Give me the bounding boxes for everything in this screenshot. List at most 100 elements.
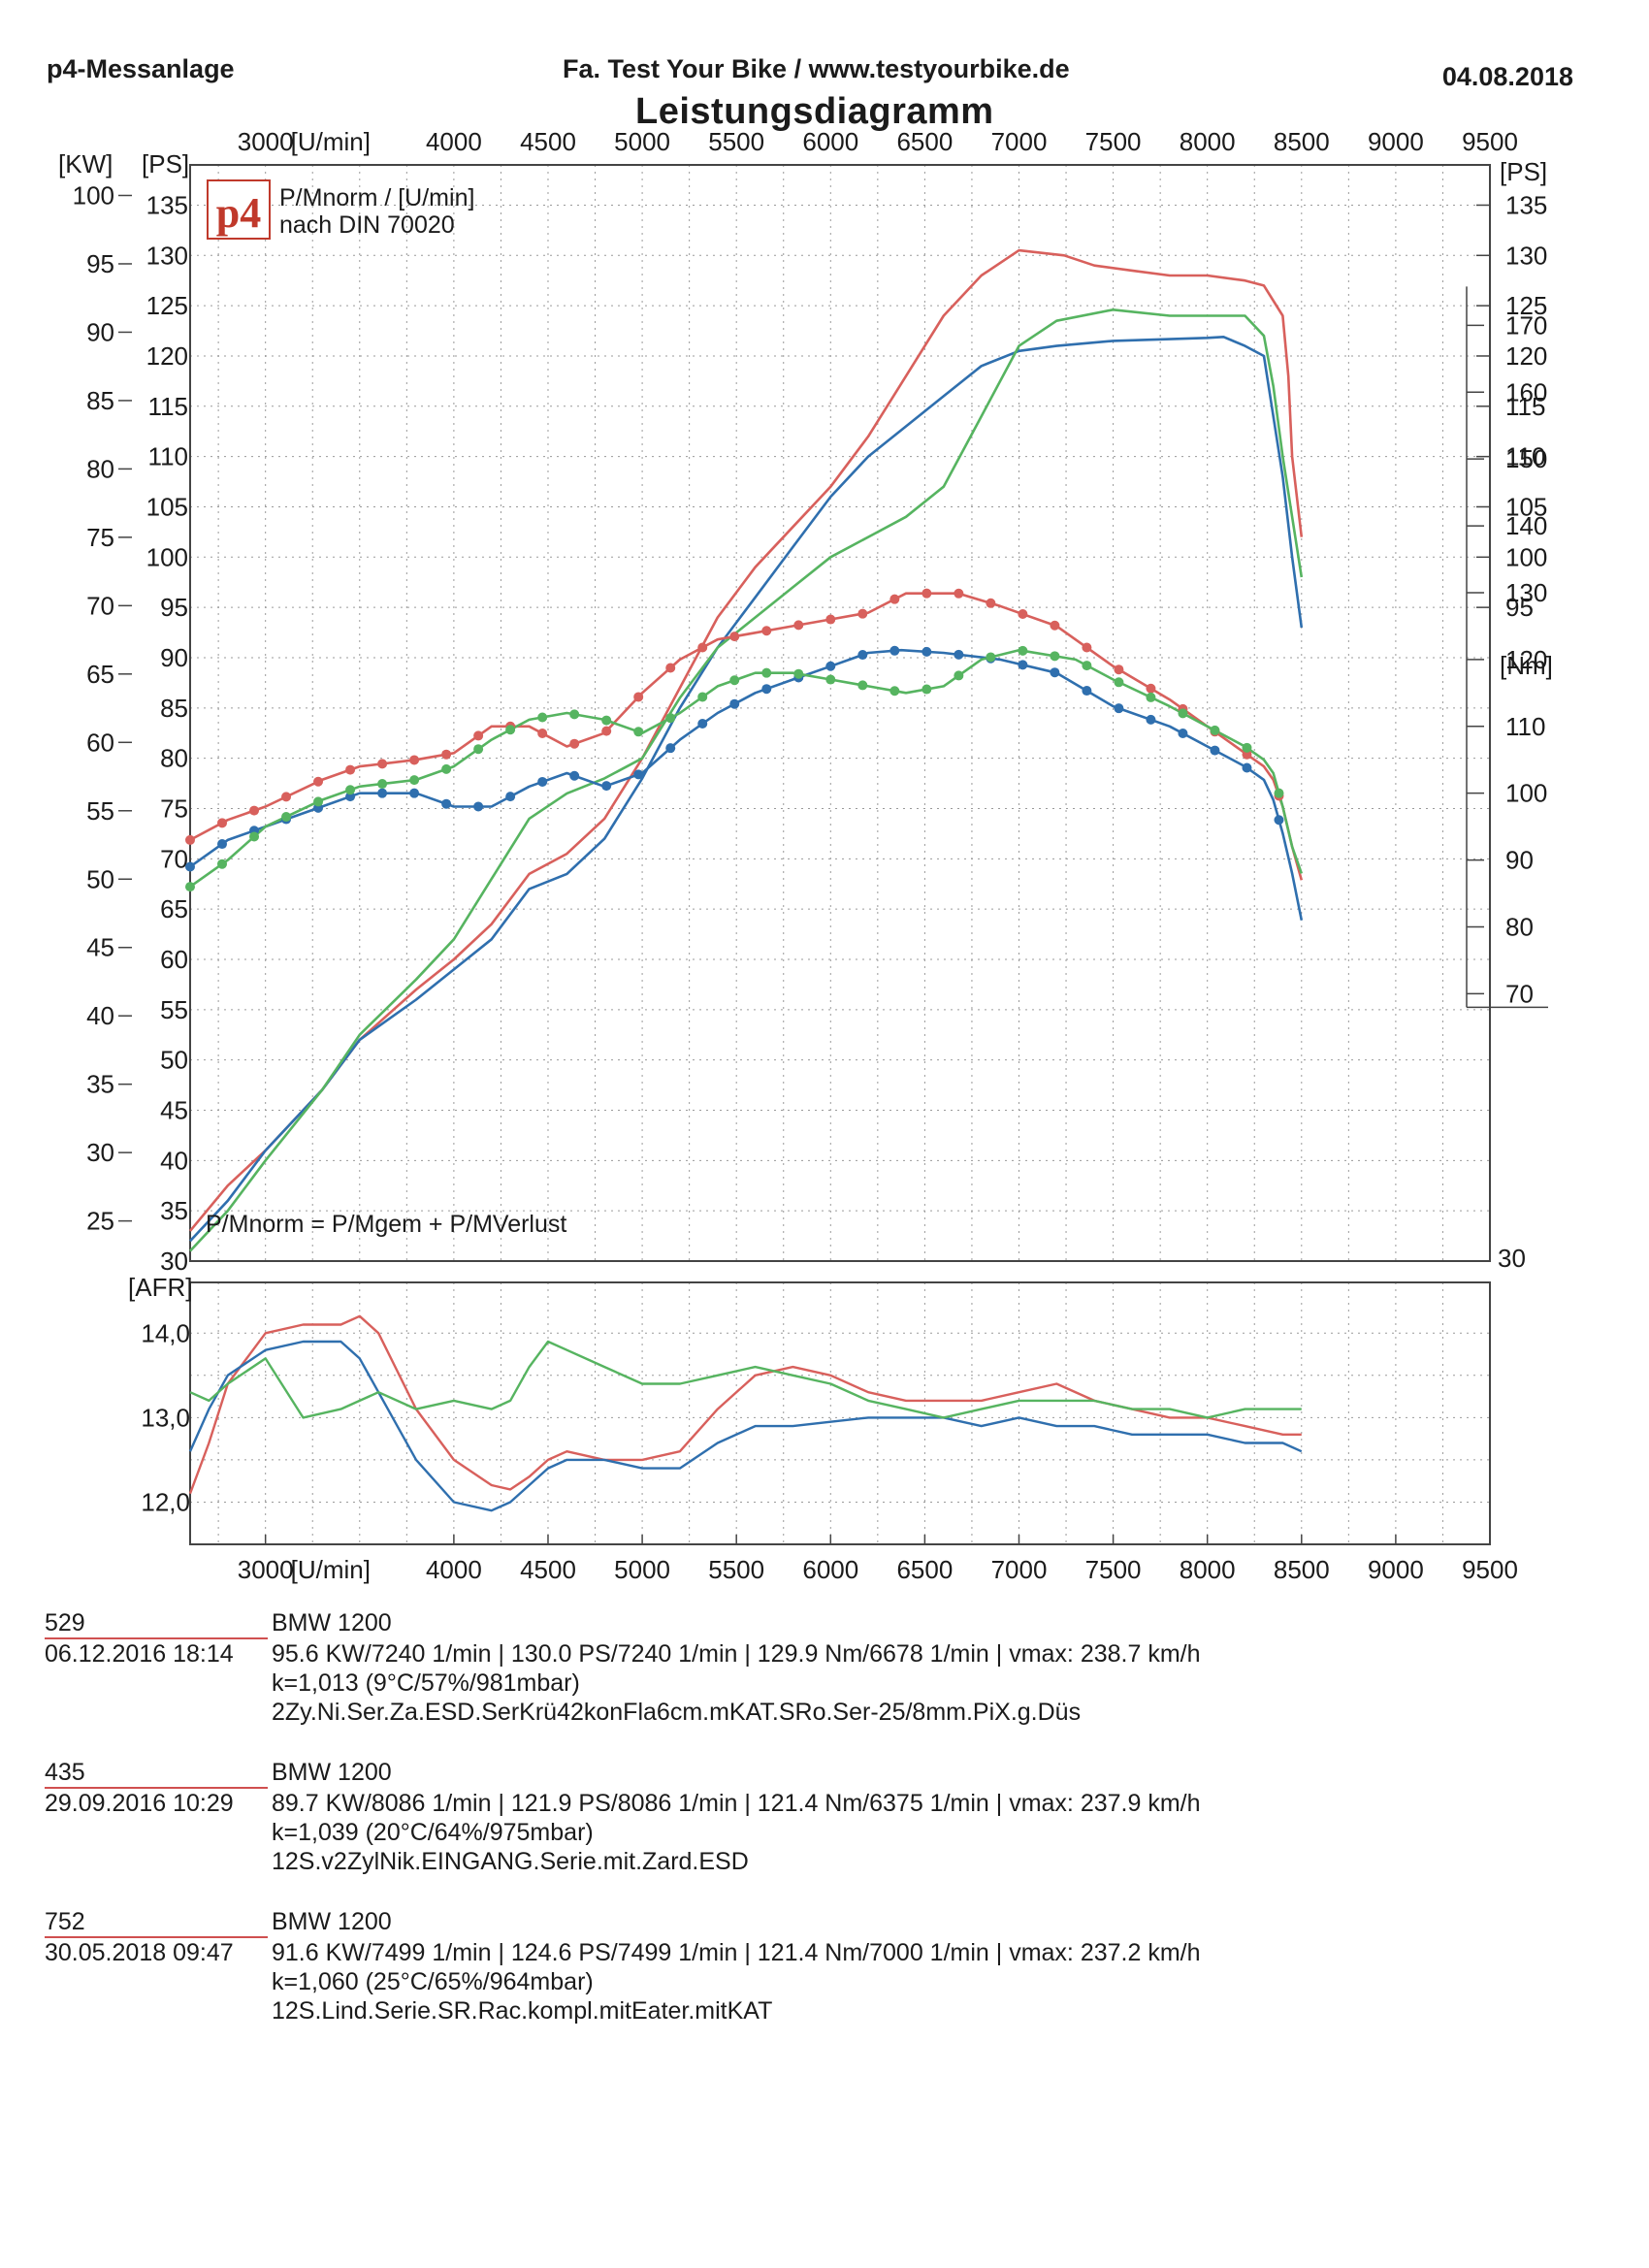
top-x-tick-label: 4000 [426,127,482,156]
torque-point-435 [441,798,452,809]
p4-logo-box [207,179,271,240]
top-x-tick-label: 7500 [1085,127,1142,156]
torque-point-529 [281,792,292,802]
torque-point-529 [665,663,676,673]
torque-point-435 [922,646,932,657]
top-x-tick-label: 5500 [708,127,764,156]
torque-point-752 [825,674,836,685]
torque-point-529 [761,626,772,636]
kw-axis-label: [KW] [58,149,113,178]
torque-point-752 [217,859,228,869]
ps-right-tick-label: 130 [1505,241,1547,270]
run-correction: k=1,013 (9°C/57%/981mbar) [272,1669,580,1697]
torque-point-752 [1242,742,1252,753]
ps-right-tick-label: 105 [1505,492,1547,521]
ps-right-tick-label: 120 [1505,341,1547,371]
torque-point-529 [537,729,548,739]
ps-tick-label: 35 [160,1196,188,1225]
kw-tick-label: 80 [86,454,114,483]
torque-point-752 [1082,661,1092,671]
afr-curve-435 [188,1340,1303,1512]
top-x-axis-label: [U/min] [291,127,371,156]
afr-axis-label: [AFR] [128,1273,192,1302]
torque-point-529 [1114,664,1124,675]
torque-point-529 [569,738,580,749]
torque-point-752 [1018,645,1028,656]
torque-point-435 [697,719,708,729]
torque-point-529 [954,588,964,599]
torque-point-435 [761,684,772,695]
torque-point-752 [857,680,868,691]
run-id: 435 [45,1758,268,1789]
x-axis-label: [U/min] [291,1555,371,1584]
torque-point-529 [345,764,356,775]
top-x-tick-label: 4500 [520,127,576,156]
torque-point-435 [377,788,388,798]
kw-tick-label: 95 [86,249,114,278]
torque-point-752 [505,725,516,735]
torque-point-752 [665,713,676,724]
ps-tick-label: 70 [160,844,188,873]
torque-point-435 [569,770,580,781]
torque-point-529 [633,692,644,702]
torque-point-529 [986,598,996,608]
run-performance: 89.7 KW/8086 1/min | 121.9 PS/8086 1/min… [272,1790,1201,1817]
torque-point-752 [345,785,356,795]
nm-tick-label: 140 [1505,511,1547,540]
torque-point-529 [1018,609,1028,620]
torque-point-435 [825,661,836,671]
run-config: 2Zy.Ni.Ser.Za.ESD.SerKrü42konFla6cm.mKAT… [272,1699,1082,1726]
torque-point-435 [601,781,612,792]
kw-tick-label: 65 [86,660,114,689]
nm-tick-label: 120 [1505,645,1547,674]
run-entry-435: 435 29.09.2016 10:29 BMW 1200 89.7 KW/80… [45,1758,1558,1907]
chart-canvas: [KW] [PS] [PS][Nm][AFR]3025303540455055606… [58,127,1553,1584]
ps-tick-label: 95 [160,593,188,622]
power-curve-752 [189,308,1304,1252]
header-left: p4-Messanlage [47,54,235,83]
header-center: Fa. Test Your Bike / www.testyourbike.de [563,54,1070,83]
top-x-tick-label: 3000 [238,127,294,156]
top-x-tick-label: 5000 [614,127,670,156]
torque-point-752 [1050,651,1060,662]
top-x-tick-label: 6500 [896,127,953,156]
x-tick-label: 4500 [520,1555,576,1584]
nm-tick-label: 170 [1505,310,1547,340]
x-tick-label: 3000 [238,1555,294,1584]
torque-point-529 [793,620,804,631]
ps-right-tick-label: 135 [1505,190,1547,219]
nm-tick-label: 80 [1505,912,1534,941]
torque-point-752 [793,668,804,679]
x-tick-label: 8500 [1274,1555,1330,1584]
torque-point-752 [697,692,708,702]
run-config: 12S.v2ZylNik.EINGANG.Serie.mit.Zard.ESD [272,1848,749,1875]
torque-point-752 [761,667,772,678]
ps-right-tick-label: 110 [1505,442,1545,471]
run-id: 752 [45,1907,268,1938]
run-entry-752: 752 30.05.2018 09:47 BMW 1200 91.6 KW/74… [45,1907,1558,2057]
torque-point-435 [889,645,900,656]
afr-tick-label: 12,0 [141,1487,190,1516]
run-bike: BMW 1200 [272,1759,392,1786]
x-tick-label: 8000 [1180,1555,1236,1584]
torque-point-435 [665,743,676,754]
ps-tick-label: 125 [146,291,188,320]
torque-point-752 [954,670,964,681]
torque-point-752 [1210,725,1220,735]
torque-curve-529 [189,592,1304,881]
torque-point-435 [345,792,356,802]
run-performance: 91.6 KW/7499 1/min | 124.6 PS/7499 1/min… [272,1939,1201,1966]
nm-tick-label: 160 [1505,377,1547,406]
kw-tick-label: 45 [86,933,114,962]
torque-point-529 [409,755,420,765]
torque-point-529 [1050,620,1060,631]
torque-point-435 [537,776,548,787]
ps-axis-label-left: [PS] [142,149,189,178]
torque-point-752 [185,882,195,892]
p4-logo: p4 [216,189,261,237]
torque-point-752 [729,675,740,686]
torque-point-752 [409,775,420,786]
torque-point-435 [505,792,516,802]
x-tick-label: 7000 [991,1555,1048,1584]
kw-tick-label: 100 [73,180,114,210]
